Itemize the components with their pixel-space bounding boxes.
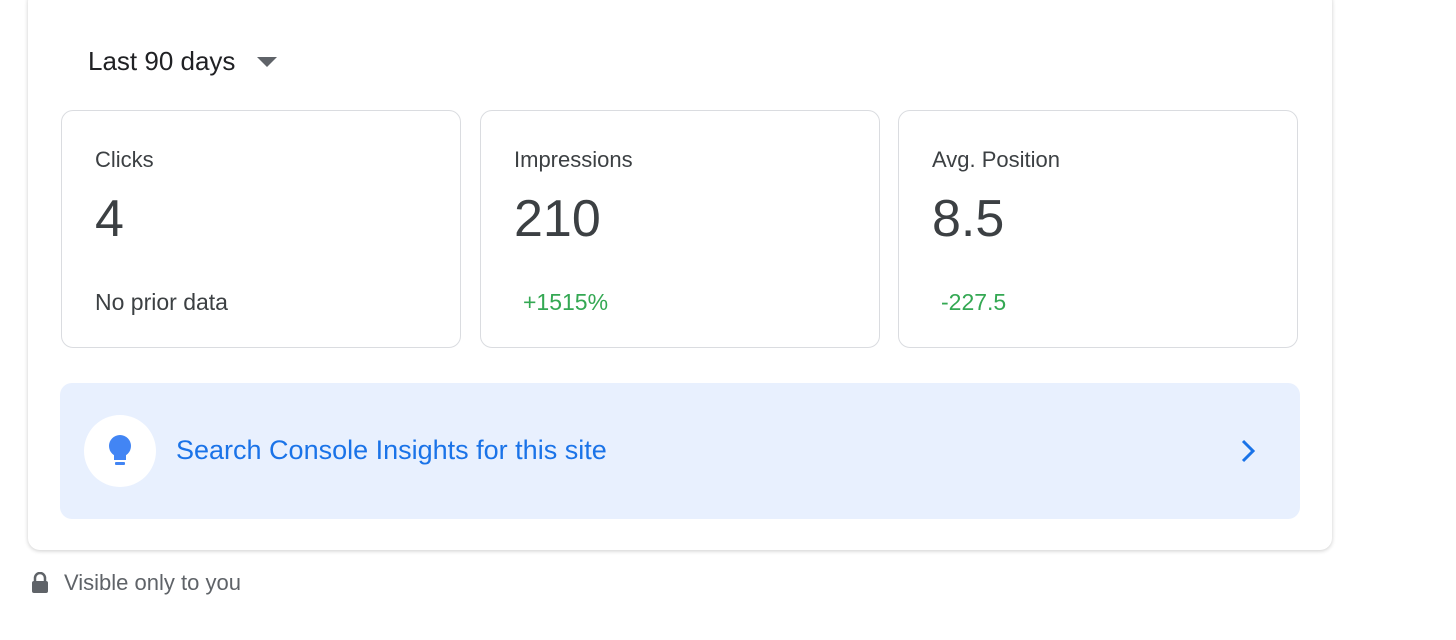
chevron bbox=[1241, 439, 1256, 463]
lock-icon bbox=[32, 572, 48, 593]
metric-value: 4 bbox=[95, 190, 124, 248]
insights-link[interactable]: Search Console Insights for this site bbox=[60, 383, 1300, 519]
metric-change: -227.5 bbox=[941, 289, 1007, 315]
metric-value: 8.5 bbox=[932, 190, 1005, 248]
metric-card: Clicks 4 No prior data bbox=[61, 110, 461, 348]
metric-card: Avg. Position 8.5 -227.5 bbox=[898, 110, 1298, 348]
metric-value: 210 bbox=[514, 190, 601, 248]
insights-label: Search Console Insights for this site bbox=[176, 435, 607, 465]
metric-change: No prior data bbox=[95, 289, 228, 315]
bulb-icon bbox=[84, 415, 156, 487]
dropdown-arrow bbox=[257, 56, 278, 67]
metric-change: +1515% bbox=[523, 289, 609, 315]
metric-label: Clicks bbox=[95, 147, 154, 172]
metric-label: Impressions bbox=[514, 147, 633, 172]
metric-label: Avg. Position bbox=[932, 147, 1061, 172]
metric-card: Impressions 210 +1515% bbox=[480, 110, 880, 348]
bulb-svg bbox=[109, 435, 131, 465]
visibility-note: Visible only to you bbox=[30, 570, 241, 596]
visibility-label: Visible only to you bbox=[64, 570, 241, 595]
period-label: Last 90 days bbox=[88, 46, 236, 76]
period-dropdown[interactable]: Last 90 days bbox=[88, 46, 278, 77]
